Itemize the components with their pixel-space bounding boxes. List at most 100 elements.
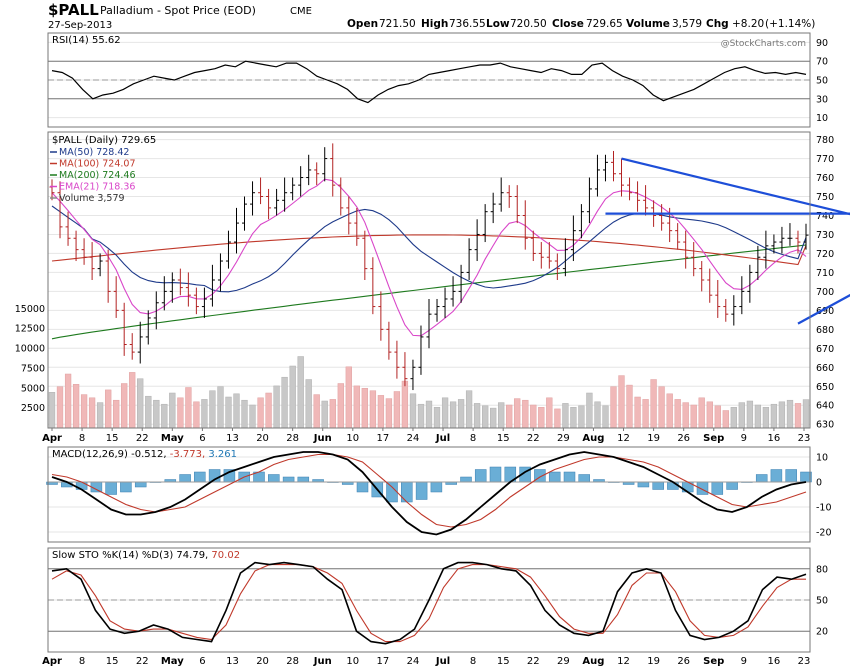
macd-histogram-bar xyxy=(785,469,797,483)
volume-bar xyxy=(794,403,802,429)
macd-histogram-bar xyxy=(282,476,295,483)
volume-bar xyxy=(457,399,465,429)
macd-panel: 10 0 -10 -20 MACD(12,26,9) -0.512, -3.773, 3… xyxy=(46,449,832,539)
x-tick-label-bottom: 26 xyxy=(677,656,690,667)
volume-bar xyxy=(562,403,569,429)
macd-histogram-bar xyxy=(268,474,280,483)
volume-bar xyxy=(674,399,681,429)
volume-bar xyxy=(273,385,280,429)
volume-bar xyxy=(401,380,409,429)
volume-bar xyxy=(786,399,794,429)
y-tick-label: 670 xyxy=(816,344,834,355)
volume-bar xyxy=(161,403,168,429)
ma200-line xyxy=(51,244,807,340)
volume-bar xyxy=(682,402,689,429)
stoch-legend: Slow STO %K(14) %D(3) 74.79, 70.02 xyxy=(52,550,240,561)
trendline xyxy=(797,293,850,325)
y-tick-label: 80 xyxy=(816,564,828,575)
y-tick-label: 710 xyxy=(816,268,834,279)
volume-bar xyxy=(465,390,473,429)
volume-bar xyxy=(353,385,360,429)
macd-histogram-bar xyxy=(667,481,679,490)
volume-bar xyxy=(233,393,240,429)
price-legend: $PALL (Daily) 729.65 xyxy=(52,135,156,146)
volume-bar xyxy=(730,407,737,429)
x-tick-label: 17 xyxy=(377,433,390,444)
macd-legend-title: MACD(12,26,9) xyxy=(52,449,131,460)
stoch-legend-value: 74.79, xyxy=(176,550,211,561)
rsi-line xyxy=(51,60,807,104)
chg-value: +8.20 xyxy=(732,18,764,30)
volume-bar xyxy=(217,386,224,429)
macd-histogram-bar xyxy=(105,481,117,495)
x-tick-label: 15 xyxy=(106,433,119,444)
volume-bar xyxy=(96,402,104,429)
macd-histogram-bar xyxy=(726,481,738,490)
volume-bar xyxy=(145,395,152,429)
chart-header: $PALL Palladium - Spot Price (EOD) CME 2… xyxy=(48,1,815,31)
x-tick-label-bottom: 28 xyxy=(286,656,299,667)
x-tick-label: 26 xyxy=(677,433,690,444)
y-tick-label: 10 xyxy=(816,453,828,464)
overlay-legend-item: EMA(21) 718.36 xyxy=(59,182,135,193)
x-tick-label: 23 xyxy=(798,433,811,444)
volume-bar xyxy=(690,404,697,429)
volume-bar xyxy=(490,407,497,429)
volume-bar xyxy=(642,399,649,429)
x-tick-label-bottom: 9 xyxy=(741,656,747,667)
x-tick-label: 22 xyxy=(136,433,149,444)
y-tick-label: 660 xyxy=(816,363,834,374)
close-label: Close xyxy=(552,18,584,30)
volume-bar xyxy=(337,383,344,429)
volume-bar xyxy=(105,389,112,429)
y-tick-label: 700 xyxy=(816,287,834,298)
volume-tick-label: 15000 xyxy=(15,304,45,315)
volume-bar xyxy=(514,398,521,429)
volume-bar xyxy=(361,388,368,429)
volume-bar xyxy=(441,397,449,429)
stoch-k-line xyxy=(51,561,807,645)
overlay-legend-item: Volume 3,579 xyxy=(59,193,125,204)
volume-bar xyxy=(473,403,481,429)
exchange-label: CME xyxy=(290,6,312,17)
x-tick-label-bottom: 15 xyxy=(106,656,119,667)
volume-bar xyxy=(313,394,320,429)
y-tick-label: 740 xyxy=(816,211,834,222)
macd-histogram-bar xyxy=(548,471,561,483)
high-label: High xyxy=(421,18,448,30)
volume-bar xyxy=(129,372,136,429)
y-tick-label: -10 xyxy=(816,503,832,514)
open-value: 721.50 xyxy=(379,18,416,30)
volume-tick-label: 5000 xyxy=(21,383,45,394)
y-tick-label: 770 xyxy=(816,154,834,165)
y-tick-label: 70 xyxy=(816,57,828,68)
macd-frame xyxy=(47,446,811,543)
watermark: @StockCharts.com xyxy=(721,39,806,49)
volume-bar xyxy=(650,379,657,429)
macd-legend: MACD(12,26,9) -0.512, -3.773, 3.261 xyxy=(52,449,237,460)
x-tick-label: Aug xyxy=(582,433,604,444)
x-tick-label-bottom: 22 xyxy=(136,656,149,667)
chart-date: 27-Sep-2013 xyxy=(48,20,112,31)
x-tick-label-bottom: 20 xyxy=(256,656,269,667)
instrument-name: Palladium - Spot Price (EOD) xyxy=(100,4,256,17)
x-tick-label: 15 xyxy=(497,433,510,444)
y-tick-label: 50 xyxy=(816,596,828,607)
volume-value: 3,579 xyxy=(672,18,702,30)
x-tick-label: 24 xyxy=(407,433,420,444)
volume-bar xyxy=(433,407,441,429)
y-tick-label: 10 xyxy=(816,113,828,124)
chg-percent: (+1.14%) xyxy=(765,18,815,30)
volume-bar xyxy=(209,390,216,429)
overlay-legend-item: MA(100) 724.07 xyxy=(59,159,136,170)
overlay-legend-item: MA(50) 728.42 xyxy=(59,147,129,158)
volume-bar xyxy=(498,402,505,429)
volume-bar xyxy=(706,401,713,429)
high-value: 736.55 xyxy=(449,18,486,30)
volume-bar xyxy=(321,400,328,429)
macd-line xyxy=(51,451,807,536)
y-tick-label: 720 xyxy=(816,249,834,260)
stoch-legend-title: Slow STO %K(14) %D(3) xyxy=(52,550,176,561)
macd-histogram-bar xyxy=(474,469,487,483)
y-tick-label: 780 xyxy=(816,135,834,146)
